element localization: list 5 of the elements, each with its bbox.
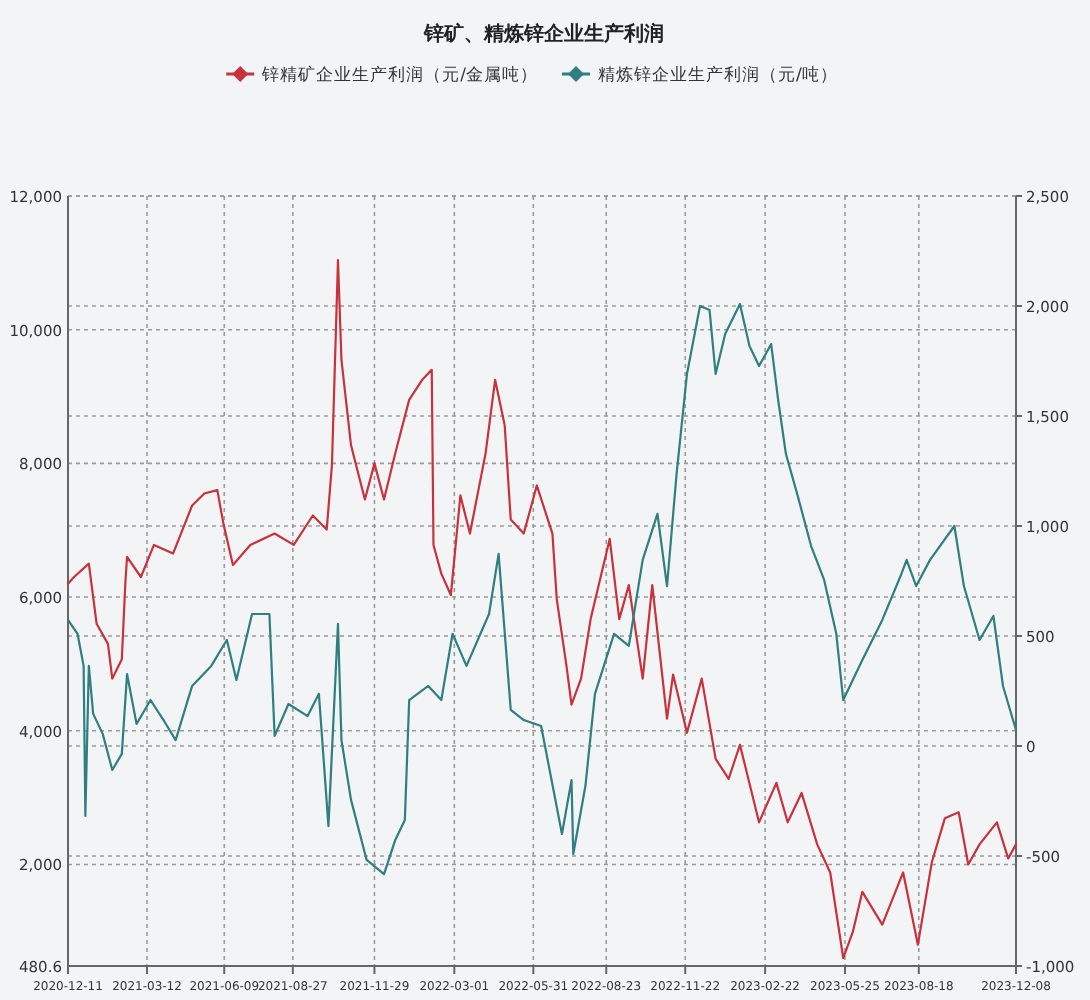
legend-label: 精炼锌企业生产利润（元/吨） bbox=[598, 64, 838, 86]
line-series bbox=[66, 259, 1018, 960]
line-series bbox=[66, 302, 1018, 876]
chart-title: 锌矿、精炼锌企业生产利润 bbox=[422, 22, 664, 46]
legend-label: 锌精矿企业生产利润（元/金属吨） bbox=[260, 64, 538, 86]
